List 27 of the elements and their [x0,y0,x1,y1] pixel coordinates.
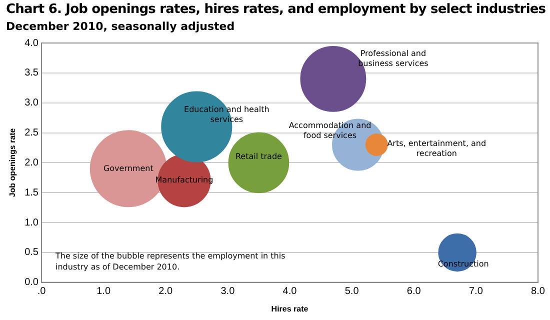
x-tick-label: 1.0 [96,286,111,298]
y-tick-label: 1.0 [24,217,39,228]
x-tick-label: 2.0 [158,286,174,298]
y-tick-label: 0.0 [24,277,39,288]
x-tick-label: 7.0 [468,286,484,298]
x-tick-label: 6.0 [406,286,422,298]
x-tick-label: 8.0 [531,286,546,298]
y-tick-label: 1.5 [24,187,39,198]
annotation: The size of the bubble represents the employment in this industry as of December 2010. [54,251,286,272]
y-tick-label: 0.5 [24,247,39,258]
y-tick-label: 2.0 [24,157,39,168]
series-label: Accommodation and food services [288,120,372,140]
y-tick-label: 2.5 [24,128,39,139]
x-tick-label: 5.0 [344,286,360,298]
series-label: Arts, entertainment, and recreation [387,138,486,158]
chart-subtitle: December 2010, seasonally adjusted [6,20,235,33]
y-tick-label: 3.0 [24,98,39,109]
x-tick-label: 4.0 [282,286,298,298]
series-label: Retail trade [235,152,282,161]
x-axis-title: Hires rate [271,304,309,314]
y-axis-title: Job openings rate [8,128,18,198]
x-tick-label: .0 [37,286,46,298]
y-tick-label: 4.0 [24,38,39,49]
y-tick-label: 3.5 [24,68,39,79]
x-tick-label: 3.0 [220,286,236,298]
series-label: Government [103,164,154,173]
chart-title: Chart 6. Job openings rates, hires rates, and employment by select industries [6,2,546,17]
